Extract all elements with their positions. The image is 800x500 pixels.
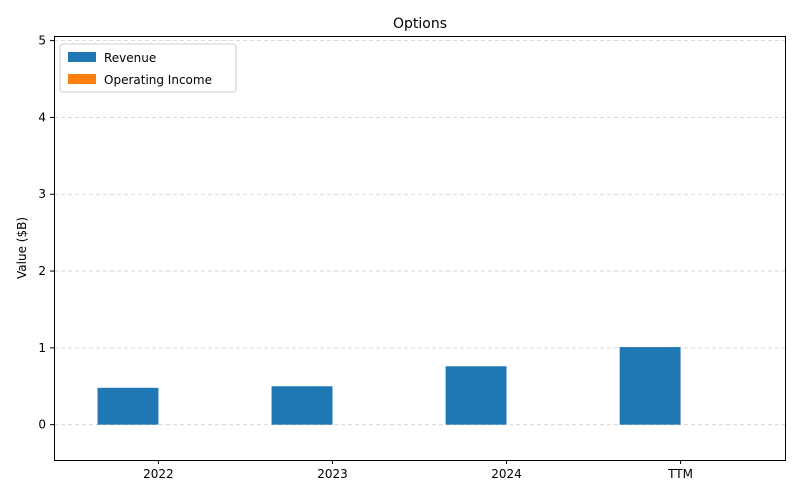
bar-revenue-2024 (445, 366, 507, 425)
legend: Revenue Operating Income (59, 43, 237, 93)
y-tick-label: 4 (38, 110, 46, 124)
y-tick-label: 0 (38, 418, 46, 432)
legend-swatch (68, 74, 96, 84)
y-tick-label: 3 (38, 187, 46, 201)
chart-title: Options (393, 16, 447, 32)
x-tick-label: 2024 (491, 467, 522, 481)
legend-swatch (68, 52, 96, 62)
y-axis: 0 1 2 3 4 5 (38, 34, 54, 432)
legend-frame (59, 43, 237, 93)
legend-entry: Operating Income (104, 73, 212, 87)
legend-entry: Revenue (104, 51, 156, 65)
y-tick-label: 5 (38, 34, 46, 48)
x-axis: 2022 2023 2024 TTM (143, 460, 693, 481)
x-tick-label: 2023 (317, 467, 348, 481)
x-tick-label: 2022 (143, 467, 174, 481)
plot-frame (54, 36, 786, 461)
x-tick-label: TTM (667, 467, 693, 481)
bars (97, 347, 681, 425)
y-tick-label: 2 (38, 264, 46, 278)
bar-revenue-ttm (619, 347, 681, 425)
y-tick-label: 1 (38, 341, 46, 355)
bar-revenue-2023 (271, 386, 333, 425)
y-axis-label: Value ($B) (15, 217, 29, 279)
bar-revenue-2022 (97, 387, 159, 425)
